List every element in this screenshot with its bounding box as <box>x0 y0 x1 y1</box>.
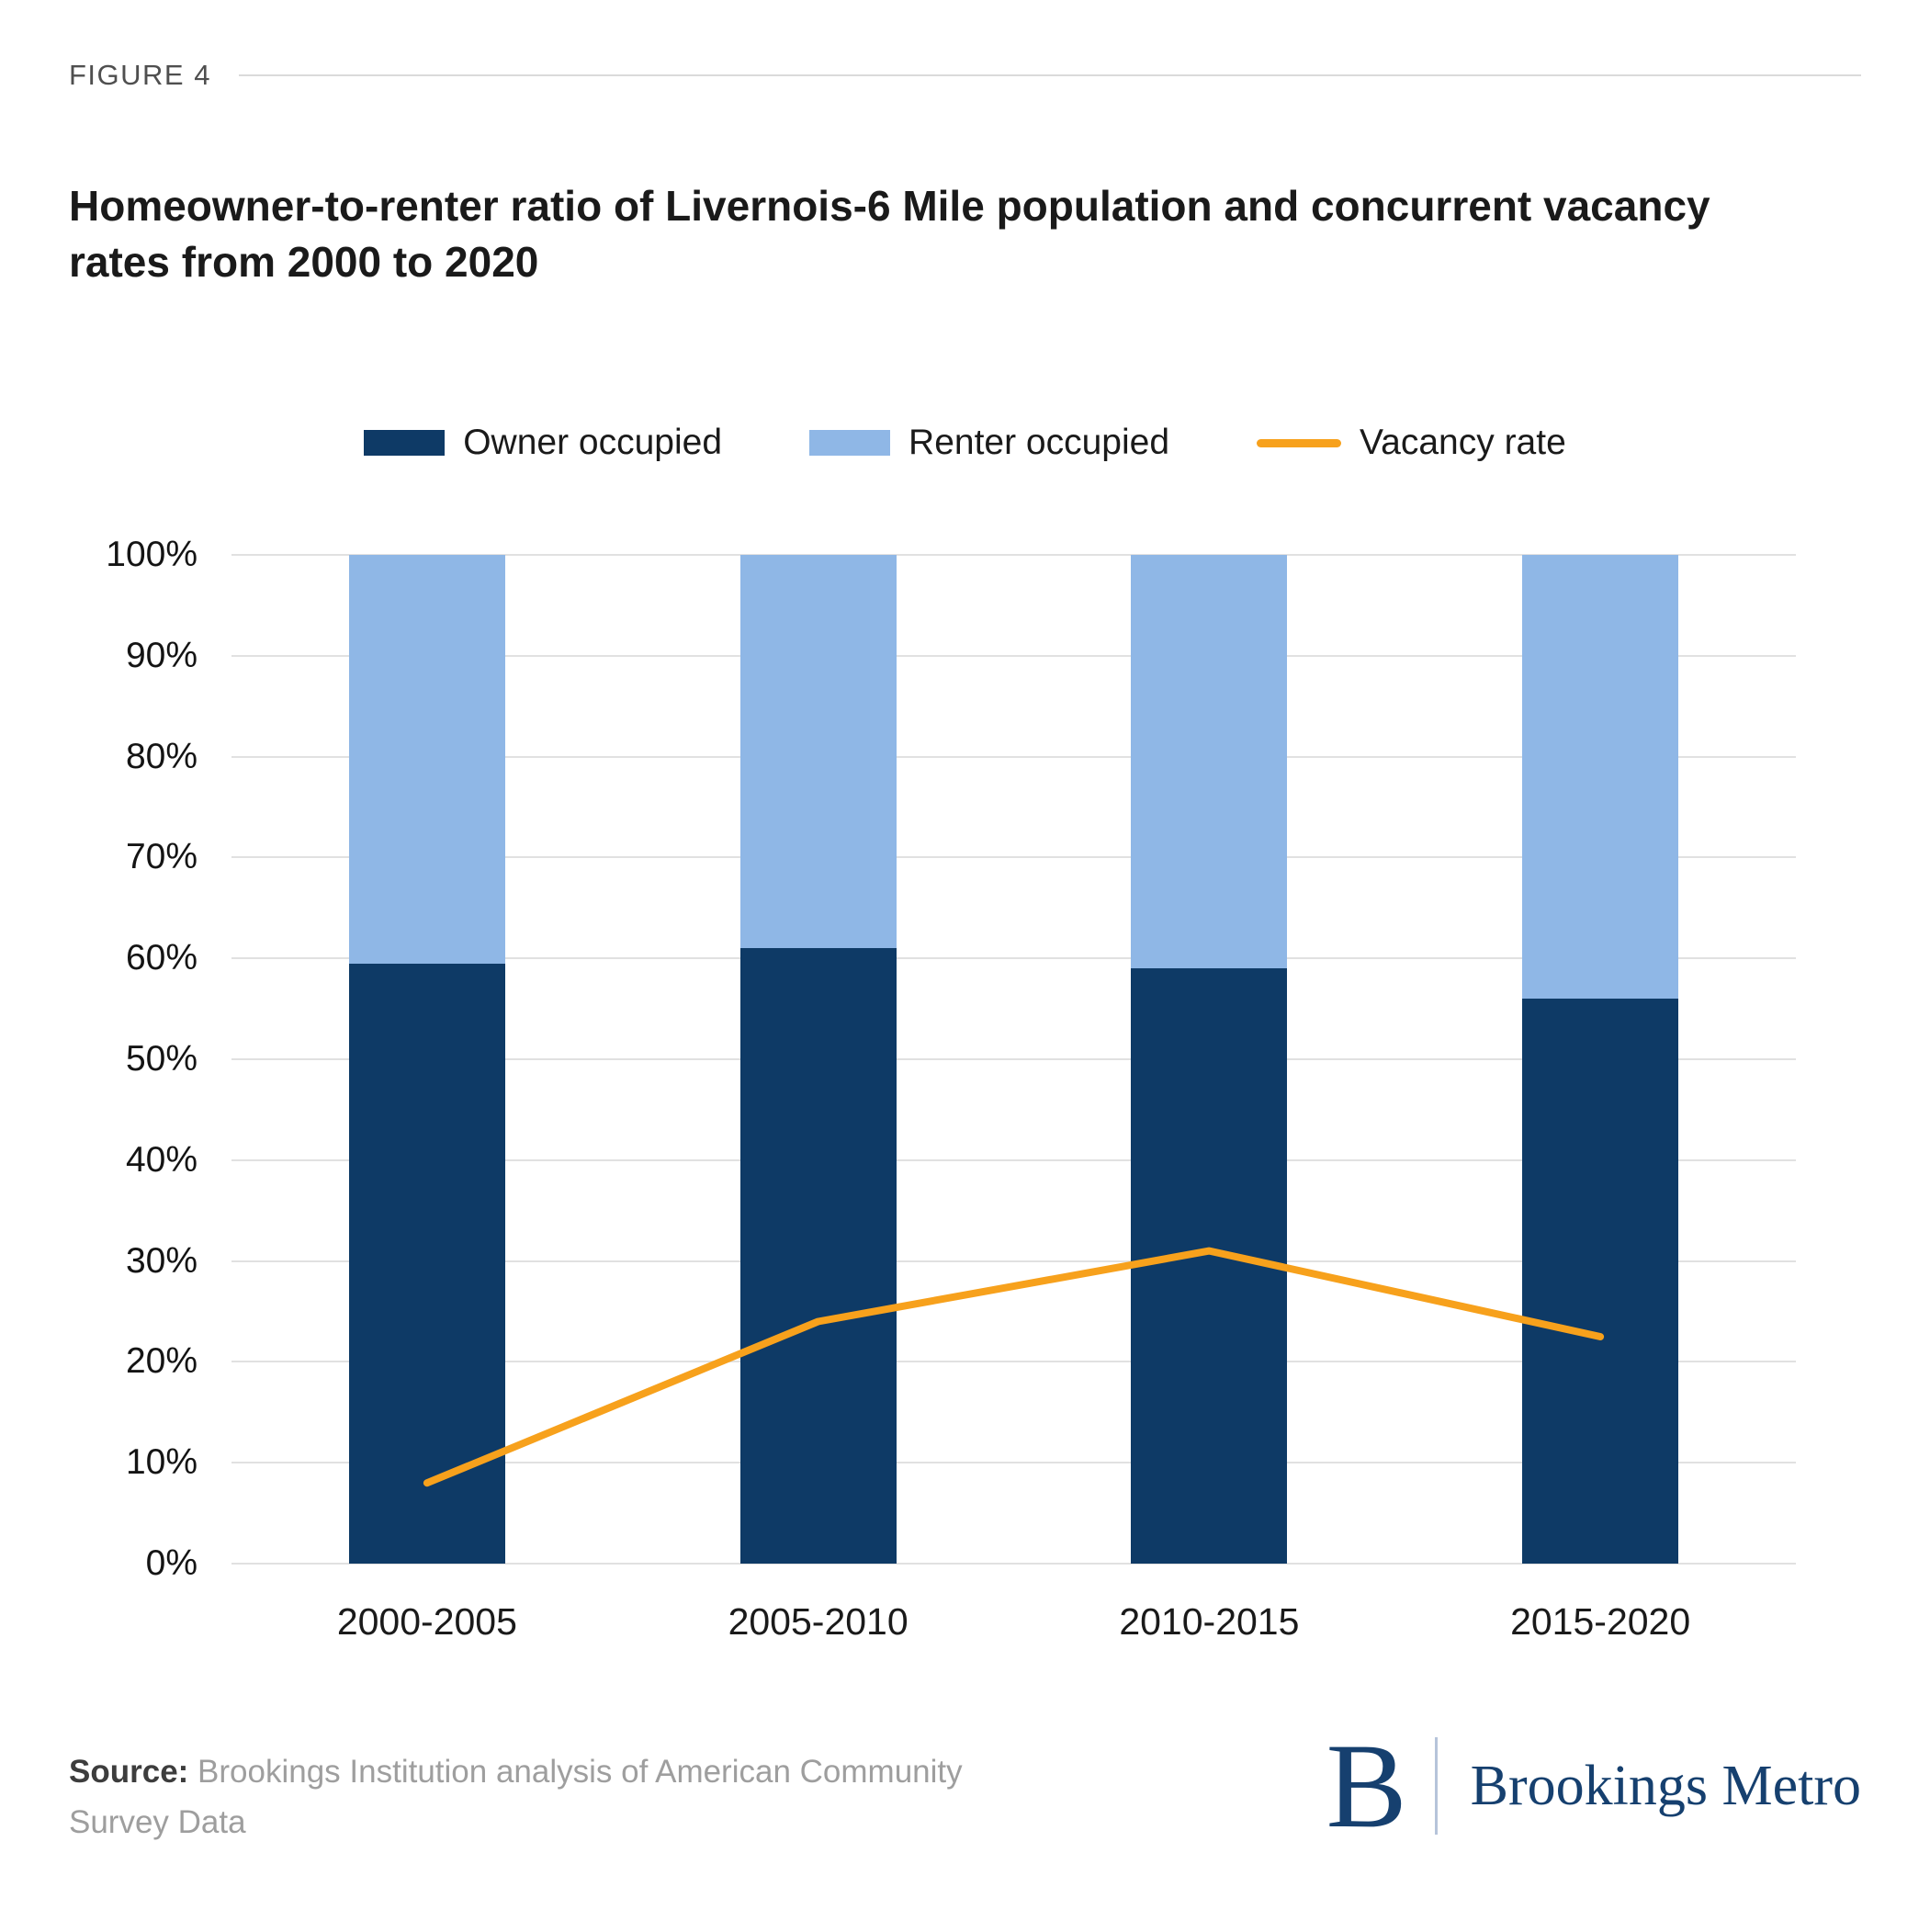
legend-item-owner-occupied: Owner occupied <box>364 423 722 463</box>
gridline-40 <box>231 1158 1796 1161</box>
legend-line-swatch <box>1257 438 1342 447</box>
y-axis-tick-label: 20% <box>125 1341 198 1382</box>
gridline-100 <box>231 554 1796 556</box>
legend-item-vacancy-rate: Vacancy rate <box>1257 423 1566 463</box>
legend-label: Renter occupied <box>909 423 1170 462</box>
x-axis-tick-label: 2005-2010 <box>728 1600 909 1643</box>
gridline-0 <box>231 1563 1796 1565</box>
logo-divider <box>1434 1737 1438 1835</box>
brookings-b-mark: B <box>1326 1718 1407 1853</box>
bar-owner-occupied-2005-2010 <box>739 948 897 1564</box>
gridline-20 <box>231 1361 1796 1363</box>
source-note: Source: Brookings Institution analysis o… <box>69 1747 1070 1847</box>
y-axis-tick-label: 10% <box>125 1442 198 1483</box>
figure-rule <box>238 74 1861 76</box>
vacancy-line-svg <box>423 1247 1605 1487</box>
y-axis-tick-label: 40% <box>125 1139 198 1180</box>
legend-label: Vacancy rate <box>1360 423 1566 462</box>
y-axis-tick-label: 60% <box>125 938 198 978</box>
y-axis-tick-label: 90% <box>125 635 198 675</box>
y-axis-tick-label: 30% <box>125 1240 198 1281</box>
gridline-80 <box>231 755 1796 758</box>
vacancy-rate-line-layer <box>231 555 1796 1564</box>
gridline-90 <box>231 654 1796 657</box>
y-axis-tick-label: 50% <box>125 1039 198 1079</box>
gridline-10 <box>231 1462 1796 1464</box>
y-axis-tick-label: 80% <box>125 736 198 776</box>
gridline-50 <box>231 1058 1796 1060</box>
y-axis-tick-label: 100% <box>106 535 198 574</box>
gridline-70 <box>231 856 1796 859</box>
bar-renter-occupied-2000-2005 <box>348 555 505 964</box>
gridline-60 <box>231 957 1796 960</box>
brookings-metro-wordmark: Brookings Metro <box>1470 1754 1861 1817</box>
legend-item-renter-occupied: Renter occupied <box>809 423 1169 463</box>
chart-legend: Owner occupied Renter occupied Vacancy rat… <box>0 423 1930 463</box>
vacancy-rate-line <box>423 1247 1605 1487</box>
bar-owner-occupied-2015-2020 <box>1522 999 1679 1564</box>
chart-title: Homeowner-to-renter ratio of Livernois-6… <box>69 182 1710 286</box>
y-axis-tick-label: 0% <box>145 1543 198 1583</box>
source-label: Source: <box>69 1754 189 1790</box>
x-axis-tick-label: 2010-2015 <box>1119 1600 1300 1643</box>
plot-area <box>231 554 1796 1565</box>
bar-renter-occupied-2005-2010 <box>739 555 897 949</box>
x-axis-tick-label: 2000-2005 <box>336 1600 517 1643</box>
legend-color-swatch <box>809 430 891 456</box>
bar-renter-occupied-2010-2015 <box>1131 555 1288 969</box>
brookings-metro-logo: B Brookings Metro <box>1326 1725 1861 1847</box>
gridline-30 <box>231 1260 1796 1262</box>
figure-header: FIGURE 4 <box>69 59 1861 92</box>
figure-label: FIGURE 4 <box>69 59 211 91</box>
legend-label: Owner occupied <box>463 423 723 462</box>
source-text: Brookings Institution analysis of Americ… <box>69 1754 963 1840</box>
x-axis-tick-label: 2015-2020 <box>1510 1600 1691 1643</box>
legend-color-swatch <box>364 430 446 456</box>
y-axis-tick-label: 70% <box>125 837 198 877</box>
bar-renter-occupied-2015-2020 <box>1522 555 1679 1000</box>
